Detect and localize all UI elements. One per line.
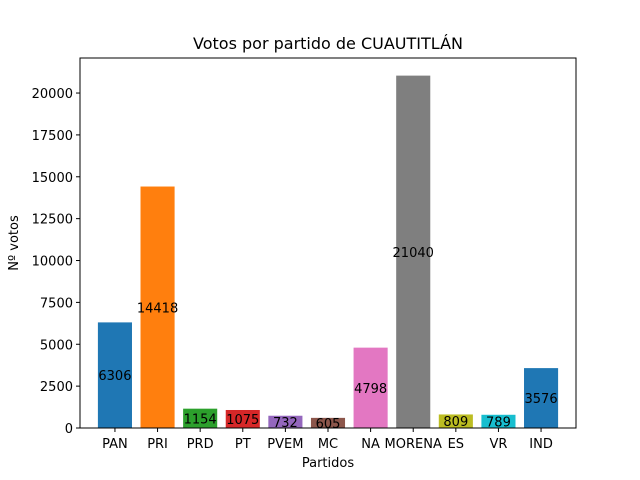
value-label-na: 4798: [354, 382, 387, 397]
x-tick-label: PAN: [102, 437, 128, 452]
bar-ind: [524, 368, 559, 428]
x-tick-label: MC: [318, 437, 338, 452]
x-axis: PAN PRI PRD PT PVEM MC NA MORENA ES VR IND: [102, 428, 553, 452]
x-tick-label: PT: [235, 437, 251, 452]
value-label-morena: 21040: [393, 246, 434, 261]
value-label-pt: 1075: [226, 413, 259, 428]
x-tick-label: ES: [448, 437, 464, 452]
y-tick-label: 12500: [32, 213, 73, 228]
x-tick-label: NA: [361, 437, 380, 452]
x-tick-label: PRD: [187, 437, 214, 452]
bar-pt: [225, 409, 260, 428]
chart-title: Votos por partido de CUAUTITLÁN: [193, 34, 463, 53]
value-label-prd: 1154: [184, 412, 217, 427]
y-tick-label: 7500: [40, 296, 73, 311]
bar-pan: [97, 322, 132, 428]
x-tick-label: IND: [529, 437, 553, 452]
value-label-pvem: 732: [273, 416, 298, 431]
bar-morena: [396, 75, 431, 428]
x-axis-label: Partidos: [302, 456, 354, 471]
bar-prd: [183, 408, 218, 428]
y-tick-label: 15000: [32, 171, 73, 186]
y-tick-label: 10000: [32, 255, 73, 270]
y-tick-label: 2500: [40, 380, 73, 395]
bar-es: [438, 414, 473, 428]
y-tick-label: 0: [65, 422, 73, 437]
value-label-es: 809: [443, 415, 468, 430]
bars-group: [97, 75, 559, 428]
y-tick-label: 17500: [32, 129, 73, 144]
bar-na: [353, 347, 388, 428]
x-tick-label: VR: [489, 437, 507, 452]
y-tick-label: 5000: [40, 338, 73, 353]
value-label-ind: 3576: [525, 392, 558, 407]
bar-mc: [310, 417, 346, 428]
bar-vr: [481, 414, 516, 428]
x-tick-label: MORENA: [385, 437, 442, 452]
value-label-pan: 6306: [98, 369, 131, 384]
value-label-pri: 14418: [137, 301, 178, 316]
value-label-vr: 789: [486, 415, 511, 430]
x-tick-label: PVEM: [267, 437, 303, 452]
y-tick-label: 20000: [32, 87, 73, 102]
bar-pvem: [268, 415, 303, 428]
y-axis: 0 2500 5000 7500 10000 12500 15000 17500 20000: [32, 87, 80, 437]
bar-pri: [140, 186, 175, 428]
x-tick-label: PRI: [147, 437, 168, 452]
y-axis-label: Nº votos: [7, 215, 22, 271]
